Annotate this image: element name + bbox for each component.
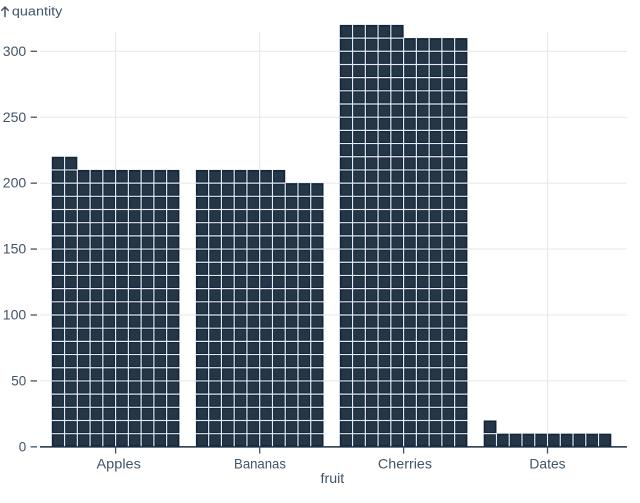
svg-text:100: 100 <box>3 308 26 323</box>
svg-text:Bananas: Bananas <box>234 456 286 471</box>
svg-text:0: 0 <box>19 439 26 454</box>
svg-text:Apples: Apples <box>97 456 142 471</box>
svg-text:Dates: Dates <box>529 456 565 471</box>
svg-text:50: 50 <box>11 373 26 388</box>
svg-text:250: 250 <box>3 110 26 125</box>
svg-text:fruit: fruit <box>321 471 345 486</box>
svg-text:Cherries: Cherries <box>378 456 432 471</box>
svg-text:200: 200 <box>3 176 26 191</box>
svg-text:150: 150 <box>3 242 26 257</box>
svg-text:quantity: quantity <box>12 5 63 19</box>
svg-text:300: 300 <box>3 44 26 59</box>
